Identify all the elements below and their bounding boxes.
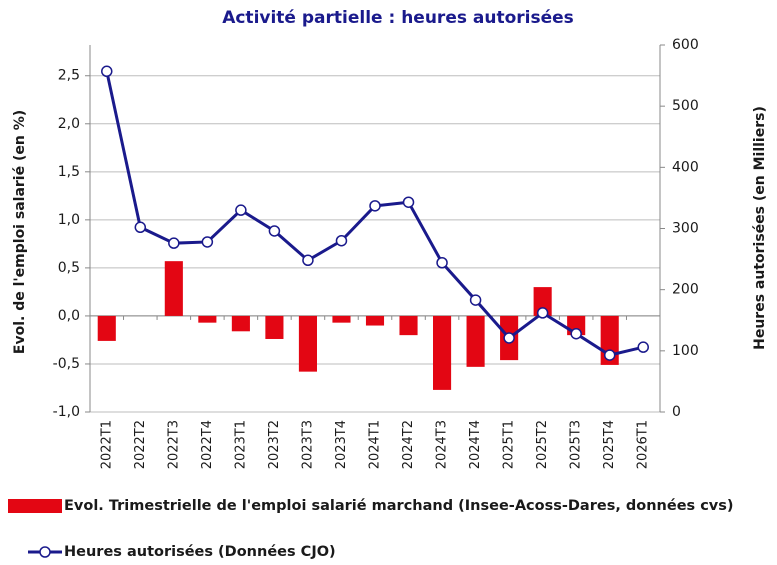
y-tick-label: -0,5	[53, 356, 80, 372]
y2-tick-label: 300	[672, 221, 699, 237]
bar	[97, 315, 116, 341]
line-point	[637, 341, 649, 353]
line-point	[335, 234, 348, 247]
y-tick-label: -1,0	[53, 404, 80, 420]
x-tick-label: 2022T1	[99, 420, 114, 469]
x-tick-label: 2022T2	[133, 420, 148, 469]
line	[105, 70, 644, 357]
bar	[231, 315, 250, 332]
x-tick-label: 2024T1	[368, 420, 383, 469]
line-point	[503, 332, 515, 344]
y2-tick-label: 500	[672, 98, 699, 114]
bar	[533, 287, 552, 316]
y-axis-title: Evol. de l'emploi salarié (en %)	[12, 110, 28, 354]
line-point	[134, 221, 147, 234]
x-tick-label: 2026T1	[636, 420, 651, 469]
y-tick-label: 1,5	[58, 164, 80, 180]
y-tick-label: 2,0	[58, 116, 80, 132]
x-tick-label: 2022T4	[200, 420, 215, 469]
line-point	[235, 204, 247, 216]
chart: Activité partielle : heures autorisées E…	[12, 8, 768, 469]
x-tick-label: 2025T3	[569, 420, 584, 469]
line-point	[436, 257, 448, 269]
y-tick-label: 1,0	[58, 212, 80, 228]
y-tick-label: 0,5	[58, 260, 80, 276]
y2-tick-label: 100	[672, 343, 699, 359]
x-tick-label: 2025T4	[602, 420, 617, 469]
y2-tick-label: 0	[672, 404, 681, 420]
line-point	[302, 254, 314, 267]
x-tick-label: 2024T4	[468, 420, 483, 469]
line-point	[201, 236, 214, 248]
line-point	[168, 237, 180, 249]
line-point	[402, 196, 415, 208]
bar	[466, 315, 485, 367]
bar	[198, 315, 217, 323]
line-point	[536, 307, 549, 319]
line-point	[268, 225, 281, 237]
x-tick-label: 2025T1	[502, 420, 517, 469]
bar	[365, 315, 385, 326]
x-tick-label: 2024T3	[435, 420, 450, 469]
bar	[332, 315, 351, 323]
line-point	[570, 327, 582, 340]
x-tick-label: 2024T2	[401, 420, 416, 469]
x-tick-label: 2023T2	[267, 420, 282, 469]
x-tick-label: 2023T1	[233, 420, 248, 469]
x-tick-label: 2023T4	[334, 420, 349, 469]
y-tick-label: 2,5	[58, 68, 80, 84]
y2-axis-title: Heures autorisées (en Milliers)	[752, 106, 768, 350]
y2-tick-label: 400	[672, 159, 699, 175]
bar	[433, 315, 452, 390]
bar	[399, 315, 418, 336]
bar	[265, 315, 284, 339]
x-tick-label: 2022T3	[166, 420, 181, 469]
y2-tick-label: 600	[672, 37, 699, 53]
line-point	[603, 349, 616, 361]
legend-line-label: Heures autorisées (Données CJO)	[64, 544, 336, 560]
y-tick-label: 0,0	[58, 308, 80, 324]
chart-title: Activité partielle : heures autorisées	[222, 8, 574, 28]
bar	[298, 315, 317, 372]
y2-tick-label: 200	[672, 282, 699, 298]
legend-line-swatch	[28, 546, 62, 558]
bar	[164, 261, 183, 316]
line-point	[369, 200, 381, 212]
x-tick-label: 2025T2	[535, 420, 550, 469]
x-tick-label: 2023T3	[300, 420, 315, 469]
legend-bar-swatch	[8, 499, 62, 513]
legend-bar-label: Evol. Trimestrielle de l'emploi salarié …	[64, 498, 734, 514]
line-point	[469, 294, 482, 306]
line-point	[101, 65, 113, 78]
